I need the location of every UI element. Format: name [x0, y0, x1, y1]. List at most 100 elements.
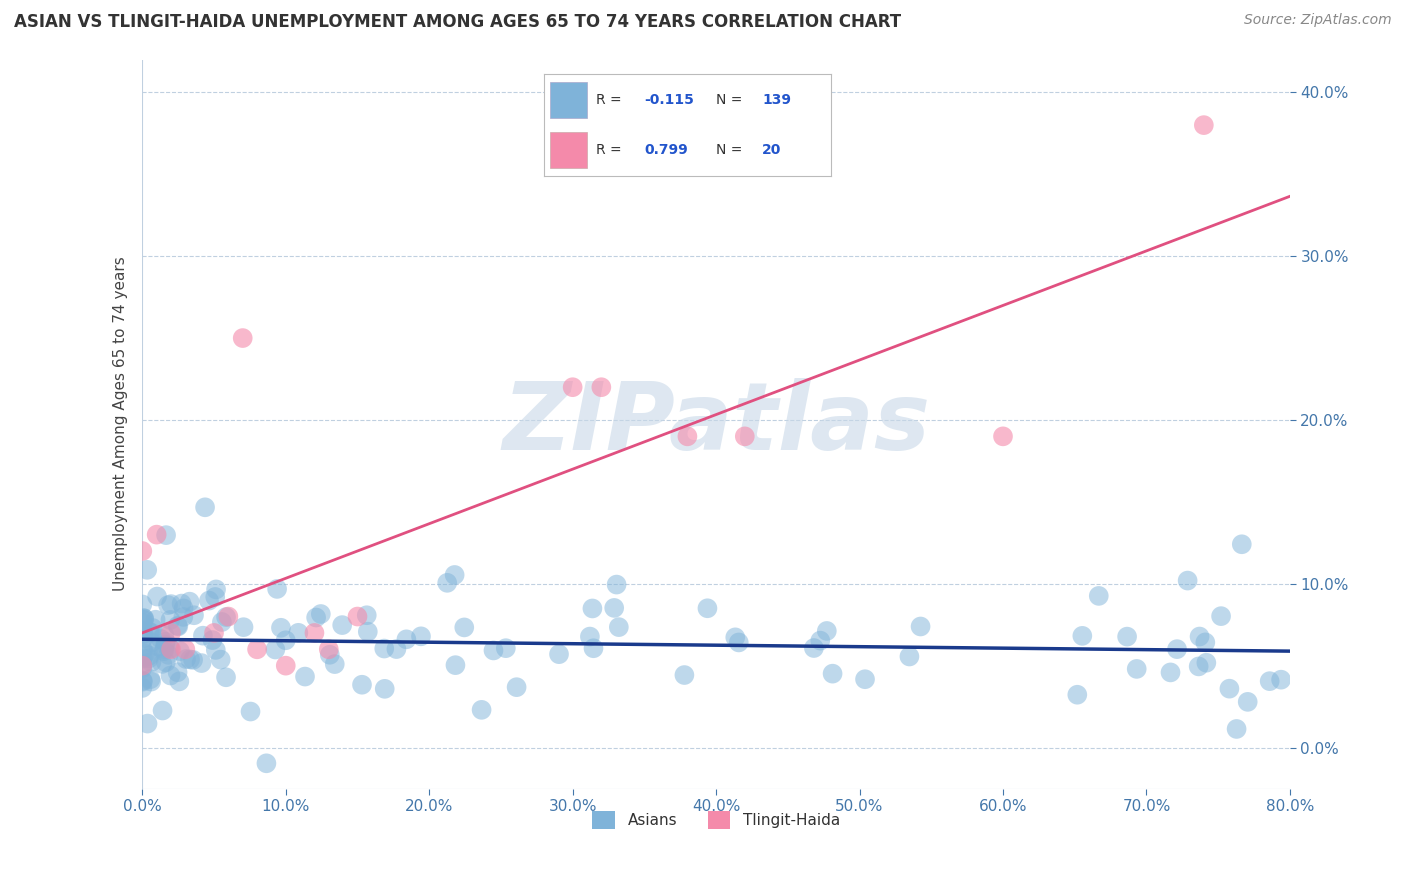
Point — [815, 624, 838, 638]
Point — [254, 756, 277, 771]
Point — [160, 597, 183, 611]
Point — [211, 615, 233, 629]
Point — [606, 577, 628, 591]
Point — [1177, 574, 1199, 588]
Point — [190, 656, 212, 670]
Point — [209, 652, 232, 666]
Point — [305, 610, 328, 624]
Point — [191, 629, 214, 643]
Text: ASIAN VS TLINGIT-HAIDA UNEMPLOYMENT AMONG AGES 65 TO 74 YEARS CORRELATION CHART: ASIAN VS TLINGIT-HAIDA UNEMPLOYMENT AMON… — [14, 13, 901, 31]
Point — [173, 601, 195, 615]
Point — [169, 644, 191, 658]
Point — [150, 657, 173, 671]
Point — [264, 642, 287, 657]
Point — [131, 642, 153, 657]
Point — [183, 608, 205, 623]
Point — [673, 668, 696, 682]
Point — [155, 638, 177, 652]
Point — [139, 625, 162, 640]
Point — [603, 601, 626, 615]
Point — [153, 628, 176, 642]
Point — [159, 668, 181, 682]
Point — [727, 635, 749, 649]
Point — [1195, 656, 1218, 670]
Point — [155, 635, 177, 649]
Point — [142, 621, 165, 635]
Point — [505, 680, 527, 694]
Point — [174, 652, 197, 666]
Text: ZIPatlas: ZIPatlas — [502, 378, 931, 470]
Point — [495, 641, 517, 656]
Point — [581, 601, 603, 615]
Point — [1194, 635, 1216, 649]
Point — [157, 648, 180, 662]
Point — [443, 568, 465, 582]
Point — [246, 642, 269, 657]
Point — [155, 528, 177, 542]
Point — [991, 429, 1014, 443]
Point — [141, 655, 163, 669]
Point — [138, 648, 160, 663]
Point — [471, 703, 494, 717]
Point — [548, 647, 571, 661]
Point — [132, 631, 155, 645]
Point — [132, 611, 155, 625]
Point — [179, 595, 201, 609]
Point — [204, 590, 226, 604]
Point — [205, 582, 228, 597]
Point — [436, 575, 458, 590]
Point — [1066, 688, 1088, 702]
Text: Source: ZipAtlas.com: Source: ZipAtlas.com — [1244, 13, 1392, 28]
Point — [138, 651, 160, 665]
Point — [198, 593, 221, 607]
Point — [356, 608, 378, 623]
Point — [444, 658, 467, 673]
Point — [373, 641, 395, 656]
Point — [1116, 630, 1139, 644]
Point — [148, 640, 170, 654]
Point — [181, 653, 204, 667]
Point — [803, 640, 825, 655]
Point — [174, 642, 197, 657]
Point — [910, 619, 932, 633]
Point — [159, 613, 181, 627]
Point — [169, 674, 191, 689]
Point — [385, 642, 408, 657]
Point — [204, 643, 226, 657]
Point — [145, 613, 167, 627]
Point — [266, 582, 288, 596]
Point — [274, 658, 297, 673]
Point — [1230, 537, 1253, 551]
Point — [152, 704, 174, 718]
Point — [294, 669, 316, 683]
Point — [1166, 642, 1188, 657]
Point — [141, 635, 163, 649]
Point — [1218, 681, 1240, 696]
Point — [323, 657, 346, 672]
Point — [1160, 665, 1182, 680]
Point — [131, 661, 153, 675]
Point — [160, 626, 183, 640]
Point — [1192, 118, 1215, 132]
Point — [808, 633, 831, 648]
Point — [274, 633, 297, 648]
Point — [734, 429, 756, 443]
Point — [217, 609, 239, 624]
Point — [145, 527, 167, 541]
Point — [561, 380, 583, 394]
Point — [821, 666, 844, 681]
Point — [1188, 659, 1211, 673]
Point — [131, 681, 153, 695]
Point — [579, 630, 602, 644]
Point — [453, 620, 475, 634]
Point — [160, 642, 183, 657]
Point — [582, 641, 605, 656]
Point — [201, 633, 224, 648]
Point — [346, 609, 368, 624]
Point — [131, 673, 153, 688]
Point — [898, 649, 921, 664]
Point — [1258, 674, 1281, 689]
Point — [1188, 630, 1211, 644]
Point — [166, 619, 188, 633]
Point — [409, 629, 432, 643]
